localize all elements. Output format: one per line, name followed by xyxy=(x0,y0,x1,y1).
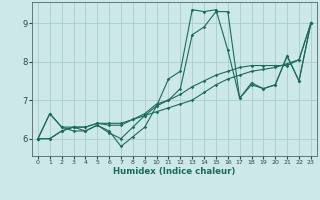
X-axis label: Humidex (Indice chaleur): Humidex (Indice chaleur) xyxy=(113,167,236,176)
